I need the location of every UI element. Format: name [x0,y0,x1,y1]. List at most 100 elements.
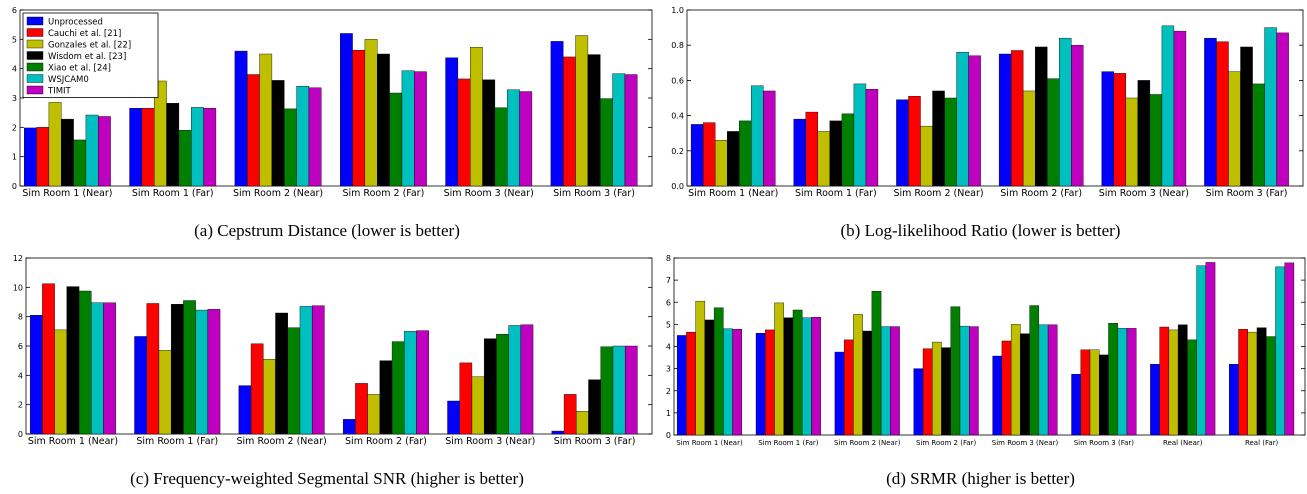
bar-wsjcam0-sim-room-2-near [299,306,313,435]
y-tick-label: 6 [18,342,23,351]
y-tick-label: 4 [18,371,23,380]
bar-xiao-et-al-24-sim-room-2-near [871,290,882,436]
bar-cauchi-et-al-21-sim-room-1-near [42,283,55,435]
bar-unprocessed-sim-room-3-near [992,355,1003,436]
bar-unprocessed-sim-room-1-far [793,118,806,187]
bar-unprocessed-sim-room-3-near [445,57,459,187]
bar-wisdom-et-al-23-sim-room-1-far [170,304,184,435]
bar-timit-sim-room-1-far [811,317,821,436]
bar-wisdom-et-al-23-sim-room-2-far [941,347,951,436]
y-tick-label: 2 [666,387,671,396]
bar-wsjcam0-sim-room-2-near [296,86,310,187]
legend-label-unprocessed: Unprocessed [48,18,103,28]
bar-gonzales-et-al-22-sim-room-3-far [576,411,589,435]
bar-xiao-et-al-24-sim-room-1-far [183,300,196,435]
chart-srmr: 0 1 2 3 4 5 6 7 8 Sim Room 1 (Near) Sim Room 1 (Fa… [666,254,1306,447]
bar-cauchi-et-al-21-sim-room-1-far [805,111,819,187]
bar-xiao-et-al-24-sim-room-1-far [178,130,192,187]
x-tick-label: Sim Room 3 (Near) [445,436,535,447]
bar-gonzales-et-al-22-sim-room-3-near [1010,324,1021,436]
bar-unprocessed-sim-room-2-far [998,53,1012,187]
chart-cepstrum-distance: 0 1 2 3 4 5 6 Sim Room 1 (Near) Sim Room 1 (Far)… [12,6,653,199]
chart-fwsegsnr: 0 2 4 6 8 10 12 Sim Room 1 (Near) Sim Room 1 (Fa… [13,254,653,447]
x-tick-label: Sim Room 1 (Near) [688,188,778,199]
bar-gonzales-et-al-22-sim-room-2-far [364,39,378,187]
bar-cauchi-et-al-21-sim-room-3-near [457,78,471,187]
bar-unprocessed-sim-room-2-far [340,33,353,187]
y-tick-label: 12 [13,254,23,263]
x-tick-label: Sim Room 3 (Far) [553,188,635,199]
bar-unprocessed-sim-room-2-far [342,419,356,435]
bar-timit-sim-room-1-near [763,90,776,187]
bar-gonzales-et-al-22-sim-room-3-near [471,376,485,435]
bar-xiao-et-al-24-sim-room-1-near [73,139,87,187]
bar-xiao-et-al-24-sim-room-3-far [1108,323,1118,436]
y-tick-label: 6 [666,298,671,307]
bar-gonzales-et-al-22-sim-room-2-near [853,314,863,436]
y-tick-label: 1 [12,153,17,162]
bar-timit-sim-room-2-near [890,326,900,436]
y-tick-label: 2 [18,401,23,410]
y-tick-label: 0.4 [671,112,684,121]
bar-unprocessed-sim-room-2-far [913,368,924,436]
bar-timit-sim-room-3-near [1047,324,1058,436]
x-tick-label: Sim Room 2 (Far) [345,436,427,447]
x-tick-label: Sim Room 1 (Far) [136,436,218,447]
bar-cauchi-et-al-21-sim-room-2-far [352,49,366,187]
bar-wisdom-et-al-23-sim-room-1-far [166,103,180,187]
bar-gonzales-et-al-22-sim-room-3-far [1228,71,1241,187]
bar-unprocessed-sim-room-3-far [551,430,565,435]
bar-gonzales-et-al-22-sim-room-2-near [263,358,276,435]
chart-panel-fwsegsnr: 0 2 4 6 8 10 12 Sim Room 1 (Near) Sim Room 1 (Fa… [0,248,654,494]
y-tick-label: 3 [666,365,671,374]
legend-label-wsjcam0: WSJCAM0 [48,75,89,85]
bar-xiao-et-al-24-sim-room-2-near [944,97,957,187]
chart-panel-log-likelihood-ratio: 0.0 0.2 0.4 0.6 0.8 1.0 Sim Room 1 (Near) Sim R… [654,0,1307,246]
bar-wsjcam0-sim-room-3-near [507,89,520,187]
bar-xiao-et-al-24-real-near [1187,339,1197,436]
bar-timit-sim-room-2-near [968,55,981,187]
bar-wisdom-et-al-23-sim-room-1-near [61,118,74,187]
bar-xiao-et-al-24-sim-room-3-far [600,98,613,187]
bar-wsjcam0-real-near [1196,265,1207,436]
bar-gonzales-et-al-22-sim-room-2-near [259,53,273,187]
bar-xiao-et-al-24-sim-room-3-near [1149,94,1163,187]
bar-wisdom-et-al-23-sim-room-2-near [271,80,285,187]
bar-unprocessed-sim-room-2-near [234,50,248,187]
bar-timit-sim-room-1-far [865,88,879,187]
bar-cauchi-et-al-21-sim-room-3-near [459,362,473,435]
x-tick-label: Sim Room 2 (Near) [233,188,323,199]
bar-wisdom-et-al-23-sim-room-2-far [379,360,393,435]
bar-timit-sim-room-3-far [624,345,638,435]
legend-swatch-unprocessed [26,16,44,26]
x-tick-label: Sim Room 3 (Near) [992,439,1059,447]
bar-unprocessed-sim-room-1-near [29,314,43,435]
bar-unprocessed-real-far [1229,363,1239,436]
legend-swatch-xiao-et-al-24 [26,62,44,72]
caption-srmr: (d) SRMR (higher is better) [886,469,1075,488]
legend-swatch-cauchi-et-al-21 [26,28,44,37]
bar-xiao-et-al-24-sim-room-1-near [713,307,724,436]
bar-gonzales-et-al-22-sim-room-1-far [774,302,784,436]
x-tick-label: Sim Room 3 (Far) [1074,439,1135,447]
bar-wisdom-et-al-23-real-near [1177,324,1188,436]
bar-timit-real-near [1205,262,1216,436]
bar-wsjcam0-sim-room-2-far [959,325,970,436]
bar-wsjcam0-sim-room-3-far [1264,27,1277,187]
y-tick-label: 0.0 [671,182,684,191]
bar-wisdom-et-al-23-sim-room-3-far [1240,46,1253,187]
legend-swatch-timit [26,85,44,95]
bar-wisdom-et-al-23-sim-room-1-near [704,319,715,436]
bar-unprocessed-sim-room-2-near [896,99,909,187]
legend-label-timit: TIMIT [47,87,72,97]
legend-swatch-wisdom-et-al-23 [26,51,44,60]
bar-xiao-et-al-24-sim-room-2-far [389,92,403,187]
y-tick-label: 5 [12,35,17,44]
bar-wsjcam0-sim-room-2-near [956,52,969,187]
bar-gonzales-et-al-22-sim-room-1-near [714,140,728,187]
y-tick-label: 10 [13,283,23,292]
plot-area: 0.0 0.2 0.4 0.6 0.8 1.0 Sim Room 1 (Near) Sim R… [671,6,1304,199]
bar-wisdom-et-al-23-real-far [1256,327,1267,436]
bar-xiao-et-al-24-sim-room-1-near [739,120,752,187]
